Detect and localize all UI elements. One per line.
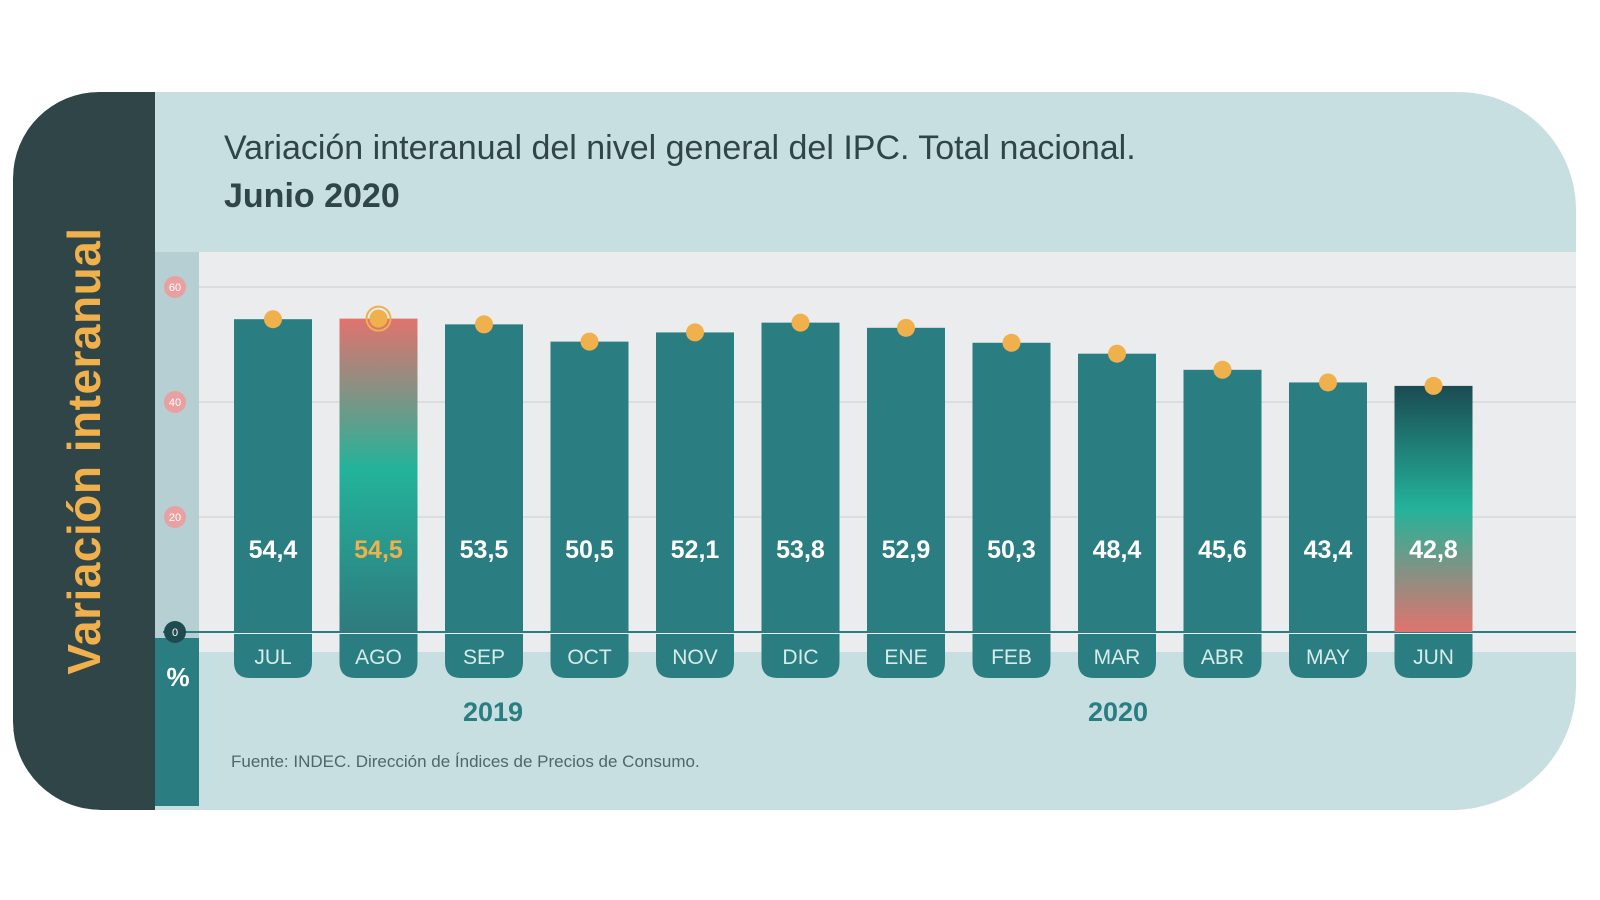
value-label-sep: 53,5 bbox=[460, 536, 509, 564]
month-label-abr: ABR bbox=[1201, 646, 1244, 669]
month-label-nov: NOV bbox=[672, 646, 718, 669]
value-label-ene: 52,9 bbox=[882, 536, 931, 564]
dot-oct bbox=[580, 332, 599, 351]
value-label-dic: 53,8 bbox=[776, 536, 825, 564]
y-tick-badge-0 bbox=[164, 621, 186, 643]
dot-jul bbox=[264, 310, 282, 329]
month-tab-mar bbox=[1078, 634, 1156, 678]
y-tick-badge-60 bbox=[164, 276, 186, 298]
title-line-1: Variación interanual del nivel general d… bbox=[224, 129, 1136, 167]
dot-ring-ago bbox=[365, 305, 392, 332]
bar-ene bbox=[867, 327, 945, 632]
y-unit-label: % bbox=[166, 662, 190, 692]
value-label-ago: 54,5 bbox=[354, 536, 403, 564]
bar-mar bbox=[1078, 353, 1156, 632]
y-tick-label-60: 60 bbox=[169, 282, 181, 294]
value-label-may: 43,4 bbox=[1304, 536, 1353, 564]
source-note: Fuente: INDEC. Dirección de Índices de P… bbox=[231, 752, 700, 771]
dot-ago bbox=[369, 309, 388, 328]
side-panel: Variación interanual bbox=[13, 92, 155, 810]
month-tab-jul bbox=[234, 634, 312, 678]
y-tick-badge-20 bbox=[164, 506, 186, 528]
bar-abr bbox=[1183, 369, 1262, 632]
value-label-feb: 50,3 bbox=[987, 536, 1036, 564]
bar-jun bbox=[1394, 385, 1473, 632]
title-line-2: Junio 2020 bbox=[224, 177, 400, 215]
dot-feb bbox=[1002, 333, 1021, 352]
bar-feb bbox=[972, 342, 1051, 632]
bar-ago bbox=[339, 318, 418, 632]
dot-dic bbox=[791, 313, 810, 332]
y-tick-label-20: 20 bbox=[169, 512, 181, 524]
month-label-oct: OCT bbox=[567, 646, 612, 669]
bar-may bbox=[1289, 382, 1367, 632]
chart-title: Variación interanual del nivel general d… bbox=[224, 124, 1136, 220]
chart-card: Variación interanual Variación interanua… bbox=[13, 92, 1576, 810]
y-tick-label-40: 40 bbox=[169, 397, 181, 409]
dot-may bbox=[1319, 373, 1337, 392]
dot-abr bbox=[1213, 360, 1232, 379]
month-label-ago: AGO bbox=[355, 646, 402, 669]
month-label-mar: MAR bbox=[1094, 646, 1141, 669]
bar-chart: 54,4 JUL 54,5 AGO 53,5 SEP 50,5 OCT 52,1 NOV 53,8 D… bbox=[163, 276, 1576, 678]
value-label-abr: 45,6 bbox=[1198, 536, 1247, 564]
month-label-ene: ENE bbox=[884, 646, 927, 669]
dot-nov bbox=[686, 323, 704, 342]
month-label-jun: JUN bbox=[1413, 646, 1454, 669]
month-tab-ago bbox=[339, 634, 418, 678]
y-axis-strip-lower bbox=[155, 638, 199, 806]
value-label-oct: 50,5 bbox=[565, 536, 614, 564]
month-tab-feb bbox=[972, 634, 1051, 678]
month-tab-abr bbox=[1183, 634, 1262, 678]
y-tick-badge-40 bbox=[164, 391, 186, 413]
month-label-jul: JUL bbox=[254, 646, 291, 669]
dot-ene bbox=[897, 318, 915, 337]
year-label-2019: 2019 bbox=[463, 697, 524, 727]
bar-dic bbox=[761, 322, 840, 632]
month-tab-jun bbox=[1394, 634, 1473, 678]
month-label-feb: FEB bbox=[991, 646, 1032, 669]
month-label-dic: DIC bbox=[782, 646, 818, 669]
y-tick-label-0: 0 bbox=[172, 627, 178, 639]
dot-sep bbox=[475, 315, 493, 334]
month-label-may: MAY bbox=[1306, 646, 1350, 669]
month-label-sep: SEP bbox=[463, 646, 505, 669]
month-tab-dic bbox=[761, 634, 840, 678]
bar-oct bbox=[550, 341, 629, 632]
value-label-jul: 54,4 bbox=[249, 536, 298, 564]
month-tab-nov bbox=[656, 634, 734, 678]
bar-jul bbox=[234, 319, 312, 632]
month-tab-may bbox=[1289, 634, 1367, 678]
dot-mar bbox=[1108, 344, 1126, 363]
bar-nov bbox=[656, 332, 734, 632]
month-tab-oct bbox=[550, 634, 629, 678]
bar-sep bbox=[445, 324, 523, 632]
value-label-mar: 48,4 bbox=[1093, 536, 1142, 564]
year-label-2020: 2020 bbox=[1088, 697, 1149, 727]
value-label-jun: 42,8 bbox=[1409, 536, 1458, 564]
month-tab-ene bbox=[867, 634, 945, 678]
month-tab-sep bbox=[445, 634, 523, 678]
dot-jun bbox=[1424, 376, 1443, 395]
value-label-nov: 52,1 bbox=[671, 536, 720, 564]
